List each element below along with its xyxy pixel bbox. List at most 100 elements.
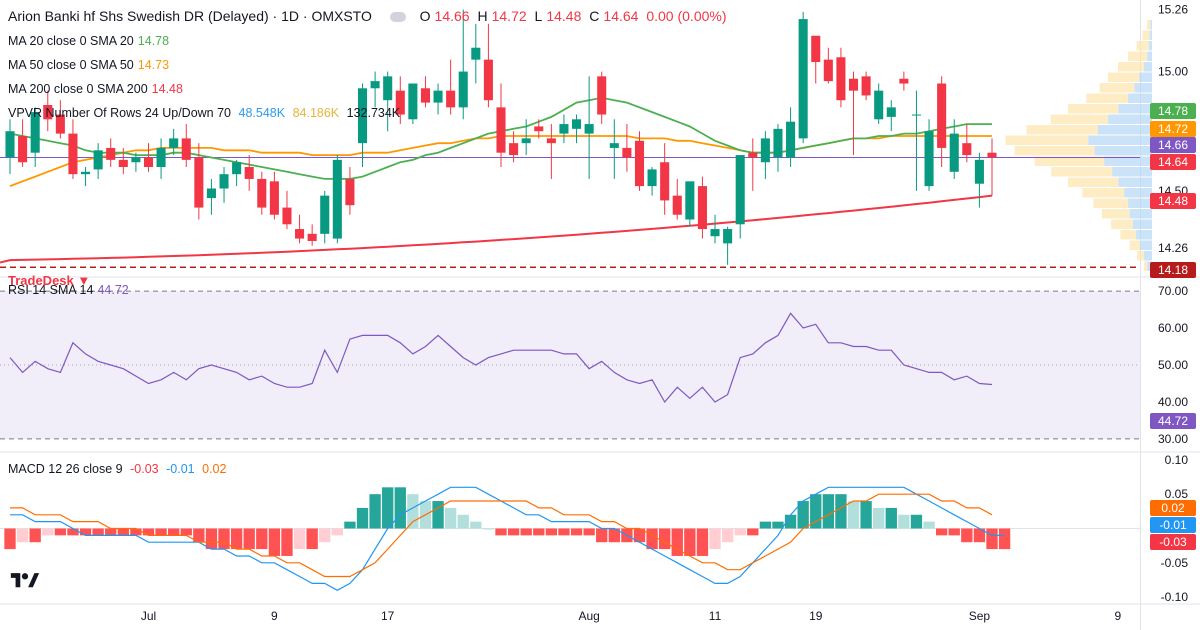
macd-histogram-bar — [29, 528, 41, 543]
vpvr-legend[interactable]: VPVR Number Of Rows 24 Up/Down 70 48.548… — [8, 106, 401, 120]
macd-line — [10, 486, 1005, 591]
vpvr-up-bar — [1108, 114, 1152, 124]
macd-histogram-bar — [696, 528, 709, 556]
candle-body — [559, 124, 569, 134]
vpvr-down-bar — [1136, 41, 1149, 51]
macd-histogram-bar — [130, 528, 142, 536]
vpvr-down-bar — [1034, 156, 1105, 166]
vpvr-up-bar — [1148, 41, 1152, 51]
candle-body — [244, 167, 254, 179]
price-badge-text: 14.78 — [1158, 104, 1188, 118]
macd-histogram-bar — [923, 521, 935, 529]
candle-body — [697, 186, 707, 230]
price-badge — [1150, 193, 1196, 209]
vpvr-up-bar — [1147, 51, 1152, 61]
macd-histogram-bar — [948, 528, 960, 536]
candle-body — [899, 78, 909, 84]
vpvr-up-bar — [1144, 251, 1152, 261]
macd-histogram-bar — [684, 528, 696, 556]
candle-body — [282, 207, 292, 225]
price-badge — [1150, 262, 1196, 278]
rsi-tick-label: 30.00 — [1158, 432, 1188, 446]
vpvr-up-bar — [1088, 135, 1152, 145]
candle-body — [609, 143, 619, 148]
candle-body — [723, 229, 733, 244]
candle-body — [93, 150, 103, 170]
price-badge — [1150, 121, 1196, 137]
macd-histogram-bar — [105, 528, 117, 536]
macd-histogram-bar — [910, 514, 923, 529]
time-tick-label: 17 — [381, 609, 395, 623]
vpvr-up-bar — [1129, 209, 1152, 219]
eye-icon[interactable] — [389, 12, 406, 23]
price-badge-text: 14.66 — [1158, 138, 1188, 152]
ma200-line — [0, 194, 993, 264]
vpvr-up-bar — [1094, 146, 1152, 156]
macd-histogram-bar — [319, 528, 331, 543]
symbol-title[interactable]: Arion Banki hf Shs Swedish DR (Delayed) … — [8, 8, 372, 24]
macd-tick-label: 0.05 — [1165, 487, 1189, 501]
tradingview-logo-icon[interactable] — [10, 570, 40, 592]
macd-badge — [1150, 500, 1196, 516]
candle-body — [660, 162, 670, 201]
macd-histogram-bar — [608, 528, 620, 543]
macd-histogram-bar — [193, 528, 205, 543]
candle-body — [773, 128, 783, 158]
candle-body — [597, 76, 607, 115]
candle-body — [320, 195, 330, 234]
macd-histogram-bar — [558, 528, 570, 536]
macd-histogram-bar — [470, 521, 482, 529]
macd-histogram-bar — [117, 528, 129, 536]
vpvr-up-bar — [1132, 219, 1152, 229]
symbol-legend[interactable]: Arion Banki hf Shs Swedish DR (Delayed) … — [8, 8, 735, 24]
macd-tick-label: -0.10 — [1161, 590, 1189, 604]
macd-histogram-bar — [659, 528, 671, 550]
macd-badge-text: -0.03 — [1159, 535, 1187, 549]
macd-histogram-bar — [570, 528, 583, 536]
candle-body — [937, 83, 947, 148]
macd-legend[interactable]: MACD 12 26 close 9 -0.03 -0.01 0.02 — [8, 462, 227, 476]
macd-histogram-bar — [382, 487, 394, 529]
vpvr-up-bar — [1128, 93, 1152, 103]
macd-histogram-bar — [721, 528, 734, 543]
rsi-badge — [1150, 413, 1196, 429]
macd-histogram-bar — [180, 528, 192, 536]
candle-body — [760, 138, 770, 163]
time-tick-label: 9 — [1115, 609, 1122, 623]
rsi-tick-label: 60.00 — [1158, 321, 1188, 335]
candle-body — [131, 157, 141, 163]
candle-body — [848, 78, 859, 91]
time-tick-label: 19 — [809, 609, 823, 623]
candle-body — [949, 133, 959, 172]
vpvr-down-bar — [1099, 83, 1135, 93]
rsi-band — [0, 291, 1140, 439]
candle-body — [143, 157, 154, 168]
macd-histogram-bar — [784, 514, 797, 529]
macd-histogram-bar — [495, 528, 507, 536]
candle-body — [861, 76, 871, 96]
price-badge-text: 14.64 — [1158, 155, 1188, 169]
vpvr-down-bar — [1014, 146, 1095, 156]
macd-histogram-bar — [961, 528, 973, 543]
macd-histogram-bar — [4, 528, 16, 550]
macd-histogram-bar — [432, 501, 444, 529]
vpvr-down-bar — [1146, 20, 1151, 30]
candle-body — [496, 107, 506, 153]
rsi-legend[interactable]: RSI 14 SMA 14 44.72 — [8, 283, 129, 297]
vpvr-down-bar — [1086, 93, 1129, 103]
macd-histogram-bar — [520, 528, 532, 536]
macd-histogram-bar — [772, 521, 784, 529]
candle-body — [735, 155, 745, 225]
macd-histogram-bar — [873, 507, 885, 529]
tradedesk-brand[interactable]: TradeDesk ▼ — [8, 273, 91, 288]
candle-body — [572, 119, 582, 129]
vpvr-up-bar — [1144, 62, 1152, 72]
price-badge-text: 14.48 — [1158, 194, 1188, 208]
ma50-legend[interactable]: MA 50 close 0 SMA 50 14.73 — [8, 58, 170, 72]
macd-histogram-bar — [835, 494, 847, 529]
ma20-legend[interactable]: MA 20 close 0 SMA 20 14.78 — [8, 34, 170, 48]
macd-histogram-bar — [847, 501, 860, 529]
ma200-legend[interactable]: MA 200 close 0 SMA 200 14.48 — [8, 82, 183, 96]
candle-body — [30, 112, 40, 153]
